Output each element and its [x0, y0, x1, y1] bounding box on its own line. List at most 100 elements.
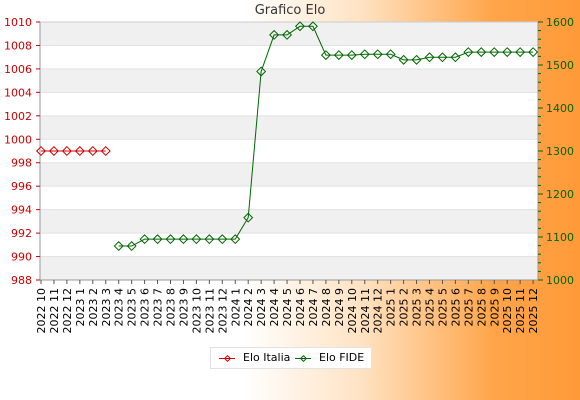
legend-label-elo-fide: Elo FIDE	[319, 351, 365, 364]
y-right-tick-label: 1200	[546, 188, 574, 201]
x-tick-label: 2023 7	[152, 288, 165, 327]
x-tick-label: 2023 2	[87, 288, 100, 327]
y-left-tick-label: 1002	[4, 110, 32, 123]
x-tick-label: 2024 5	[281, 288, 294, 327]
legend: Elo Italia Elo FIDE	[210, 347, 372, 369]
data-point-elo-fide	[178, 234, 189, 245]
x-tick-label: 2024 9	[333, 288, 346, 327]
legend-swatch-elo-fide	[295, 354, 311, 363]
x-tick-label: 2024 7	[307, 288, 320, 327]
data-point-elo-fide	[359, 49, 370, 60]
x-tick-label: 2024 3	[255, 288, 268, 327]
data-point-elo-fide	[269, 29, 280, 40]
x-tick-label: 2023 6	[139, 288, 152, 327]
y-right-tick-label: 1400	[546, 102, 574, 115]
data-point-elo-fide	[256, 66, 267, 77]
data-point-elo-fide	[476, 47, 487, 58]
y-left-tick-label: 1010	[4, 16, 32, 29]
x-tick-label: 2023 4	[113, 288, 126, 327]
x-tick-label: 2024 12	[372, 288, 385, 334]
data-point-elo-fide	[515, 47, 526, 58]
grid-band	[40, 115, 538, 140]
grid-band	[40, 68, 538, 93]
data-point-elo-fide	[217, 234, 228, 245]
data-point-elo-fide	[463, 47, 474, 58]
data-point-elo-fide	[489, 47, 500, 58]
x-tick-label: 2025 9	[488, 288, 501, 327]
x-tick-label: 2024 2	[242, 288, 255, 327]
y-left-tick-label: 1008	[4, 39, 32, 52]
data-point-elo-italia	[61, 145, 72, 157]
data-point-elo-fide	[139, 234, 150, 245]
y-left-tick-label: 998	[11, 157, 32, 170]
x-tick-label: 2025 11	[514, 288, 527, 334]
y-left-tick-label: 990	[11, 251, 32, 264]
y-left-tick-label: 1006	[4, 63, 32, 76]
data-point-elo-italia	[48, 145, 59, 157]
y-left-tick-label: 994	[11, 204, 32, 217]
x-tick-label: 2023 9	[177, 288, 190, 327]
data-point-elo-fide	[294, 21, 306, 32]
x-tick-label: 2025 8	[475, 288, 488, 327]
data-point-elo-fide	[385, 49, 396, 60]
data-point-elo-italia	[87, 145, 98, 157]
x-tick-label: 2023 11	[203, 288, 216, 334]
legend-swatch-elo-italia	[219, 354, 235, 363]
x-tick-label: 2024 11	[359, 288, 372, 334]
data-point-elo-fide	[282, 29, 293, 40]
x-tick-label: 2025 4	[424, 288, 437, 327]
grid-band	[40, 162, 538, 187]
y-left-tick-label: 996	[11, 180, 32, 193]
y-left-tick-label: 988	[11, 274, 32, 287]
y-left-tick-label: 1004	[4, 86, 32, 99]
x-tick-label: 2023 12	[216, 288, 229, 334]
data-point-elo-fide	[113, 241, 124, 252]
x-tick-label: 2025 5	[436, 288, 449, 327]
x-tick-label: 2025 6	[449, 288, 462, 327]
data-point-elo-fide	[230, 234, 241, 245]
data-point-elo-fide	[243, 212, 254, 223]
data-point-elo-fide	[152, 234, 163, 245]
x-tick-label: 2023 10	[190, 288, 203, 334]
data-point-elo-fide	[372, 49, 383, 60]
data-point-elo-fide	[191, 234, 202, 245]
x-tick-label: 2024 8	[320, 288, 333, 327]
data-point-elo-fide	[307, 21, 318, 32]
data-point-elo-fide	[165, 234, 176, 245]
y-right-tick-label: 1500	[546, 59, 574, 72]
data-point-elo-italia	[74, 145, 85, 157]
y-left-tick-label: 992	[11, 227, 32, 240]
y-right-tick-label: 1600	[546, 16, 574, 29]
data-point-elo-fide	[411, 54, 422, 65]
x-tick-label: 2025 12	[527, 288, 540, 334]
x-tick-label: 2025 10	[501, 288, 514, 334]
x-tick-label: 2025 2	[398, 288, 411, 327]
y-right-tick-label: 1000	[546, 274, 574, 287]
x-tick-label: 2023 8	[165, 288, 178, 327]
grid-band	[40, 256, 538, 280]
x-tick-label: 2024 1	[229, 288, 242, 327]
x-tick-label: 2023 3	[100, 288, 113, 327]
y-right-tick-label: 1100	[546, 231, 574, 244]
x-tick-label: 2023 5	[126, 288, 139, 327]
data-point-elo-fide	[528, 47, 539, 58]
x-tick-label: 2025 3	[411, 288, 424, 327]
grid-band	[40, 209, 538, 234]
x-tick-label: 2025 1	[385, 288, 398, 327]
x-tick-label: 2024 4	[268, 288, 281, 327]
x-tick-label: 2022 11	[48, 288, 61, 334]
data-point-elo-italia	[35, 145, 47, 157]
x-tick-label: 2024 6	[294, 288, 307, 327]
data-point-elo-fide	[126, 241, 137, 252]
data-point-elo-fide	[320, 50, 331, 61]
data-point-elo-italia	[100, 145, 111, 157]
data-point-elo-fide	[333, 50, 344, 61]
data-point-elo-fide	[398, 54, 409, 65]
y-right-tick-label: 1300	[546, 145, 574, 158]
data-point-elo-fide	[346, 50, 357, 61]
data-point-elo-fide	[204, 234, 215, 245]
chart-title: Grafico Elo	[254, 3, 326, 18]
data-point-elo-fide	[450, 52, 461, 63]
